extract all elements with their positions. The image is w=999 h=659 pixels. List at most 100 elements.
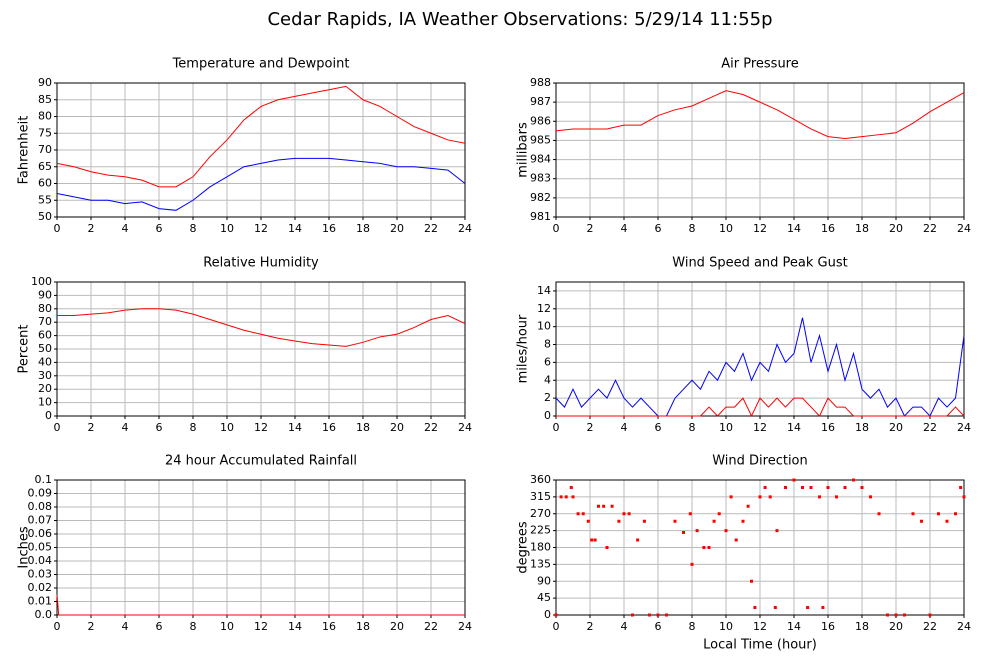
data-point: [959, 486, 963, 489]
x-tick-label: 6: [655, 222, 662, 235]
y-tick-label: 988: [530, 76, 551, 89]
x-tick-label: 12: [753, 620, 767, 633]
x-tick-label: 10: [220, 421, 234, 434]
x-tick-label: 0: [54, 620, 61, 633]
data-point: [877, 512, 881, 516]
data-line: [56, 157, 466, 211]
data-point: [590, 538, 594, 542]
x-tick-label: 18: [855, 222, 869, 235]
data-point: [617, 519, 621, 523]
data-point: [773, 606, 777, 609]
y-tick-label: 50: [38, 210, 52, 223]
y-axis-label: Inches: [17, 526, 32, 568]
y-tick-label: 0.07: [28, 514, 53, 527]
data-point: [636, 538, 640, 542]
x-tick-label: 14: [787, 222, 801, 235]
chart-title: Relative Humidity: [203, 256, 319, 271]
chart-title: 24 hour Accumulated Rainfall: [165, 454, 357, 469]
x-tick-label: 20: [889, 620, 903, 633]
x-tick-label: 24: [458, 620, 472, 633]
x-tick-label: 22: [923, 421, 937, 434]
y-tick-label: 65: [38, 160, 52, 173]
data-point: [809, 486, 813, 489]
x-tick-label: 16: [322, 222, 336, 235]
data-point: [724, 529, 728, 533]
data-point: [835, 495, 838, 499]
data-point: [622, 512, 626, 516]
y-tick-label: 75: [38, 126, 52, 139]
data-point: [818, 495, 821, 499]
data-line: [556, 397, 965, 418]
x-tick-label: 24: [957, 421, 971, 434]
data-point: [821, 606, 825, 609]
y-tick-label: 14: [537, 284, 551, 297]
y-tick-label: 0.09: [28, 487, 53, 500]
x-tick-label: 8: [689, 421, 696, 434]
data-point: [702, 546, 706, 549]
chart-title: Temperature and Dewpoint: [172, 57, 350, 72]
data-point: [571, 495, 575, 499]
x-tick-label: 22: [923, 620, 937, 633]
x-tick-label: 24: [458, 222, 472, 235]
x-tick-label: 0: [553, 421, 560, 434]
data-point: [559, 495, 563, 499]
data-point: [656, 613, 660, 617]
data-point: [792, 478, 796, 482]
data-point: [610, 504, 614, 508]
x-tick-label: 14: [288, 222, 302, 235]
x-tick-label: 4: [621, 222, 628, 235]
x-tick-label: 14: [787, 421, 801, 434]
data-point: [682, 531, 685, 534]
data-point: [741, 519, 745, 523]
y-tick-label: 45: [537, 591, 551, 604]
y-axis-label: Fahrenheit: [17, 116, 32, 185]
x-tick-label: 6: [655, 620, 662, 633]
y-tick-label: 70: [38, 143, 52, 156]
x-tick-label: 16: [322, 620, 336, 633]
x-tick-label: 22: [424, 222, 438, 235]
x-tick-label: 18: [356, 421, 370, 434]
data-point: [753, 606, 757, 609]
y-tick-label: 315: [530, 490, 551, 503]
y-tick-label: 0.1: [35, 473, 53, 486]
x-tick-label: 2: [587, 421, 594, 434]
y-tick-label: 80: [38, 302, 52, 315]
x-tick-label: 2: [587, 222, 594, 235]
y-tick-label: 0.06: [28, 527, 53, 540]
x-tick-label: 22: [923, 222, 937, 235]
x-tick-label: 2: [587, 620, 594, 633]
y-tick-label: 0: [45, 409, 52, 422]
x-tick-label: 20: [390, 421, 404, 434]
x-axis-label: Local Time (hour): [703, 638, 817, 653]
y-tick-label: 50: [38, 342, 52, 355]
y-tick-label: 8: [544, 338, 551, 351]
y-tick-label: 12: [537, 302, 551, 315]
data-point: [605, 546, 609, 549]
y-tick-label: 4: [544, 373, 551, 386]
x-tick-label: 8: [190, 222, 197, 235]
y-tick-label: 986: [530, 114, 551, 127]
data-point: [642, 519, 646, 523]
x-tick-label: 16: [821, 421, 835, 434]
y-tick-label: 6: [544, 355, 551, 368]
y-tick-label: 60: [38, 329, 52, 342]
y-tick-label: 0.04: [28, 554, 53, 567]
x-tick-label: 14: [288, 620, 302, 633]
plot-frame: [56, 281, 466, 417]
plot-frame: [555, 82, 965, 218]
x-tick-label: 6: [655, 421, 662, 434]
y-tick-label: 2: [544, 391, 551, 404]
data-point: [758, 495, 762, 499]
y-tick-label: 10: [38, 396, 52, 409]
y-axis-label: miles/hour: [516, 314, 531, 383]
x-tick-label: 4: [122, 222, 129, 235]
y-tick-label: 0.08: [28, 500, 53, 513]
data-point: [602, 504, 606, 508]
data-point: [746, 504, 750, 508]
plot-frame: [555, 281, 965, 417]
data-point: [690, 562, 694, 566]
y-tick-label: 180: [530, 541, 551, 554]
data-point: [734, 538, 738, 542]
plot-frame: [56, 82, 466, 218]
data-line: [56, 594, 465, 616]
